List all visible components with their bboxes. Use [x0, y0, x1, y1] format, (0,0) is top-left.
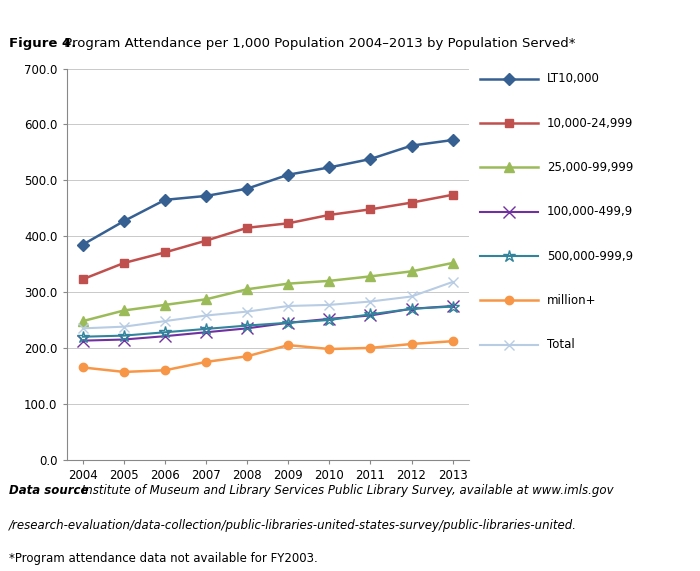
- 100,000-499,9: [120, 336, 128, 343]
- Line: 10,000-24,999: 10,000-24,999: [79, 191, 456, 283]
- 100,000-499,9: [202, 329, 210, 336]
- Total: [202, 312, 210, 319]
- 500,000-999,9: [243, 322, 251, 329]
- Text: Figure 4.: Figure 4.: [9, 37, 76, 50]
- million+: [284, 341, 293, 348]
- 25,000-99,999: [120, 307, 128, 314]
- LT10,000: [407, 142, 416, 149]
- million+: [120, 368, 128, 375]
- 100,000-499,9: [366, 312, 375, 319]
- 10,000-24,999: [284, 220, 293, 227]
- 10,000-24,999: [120, 260, 128, 267]
- Total: [407, 293, 416, 300]
- LT10,000: [284, 171, 293, 178]
- 500,000-999,9: [120, 332, 128, 339]
- 500,000-999,9: [284, 319, 293, 326]
- 100,000-499,9: [284, 319, 293, 326]
- LT10,000: [202, 192, 210, 199]
- million+: [449, 338, 457, 345]
- 10,000-24,999: [202, 237, 210, 244]
- 10,000-24,999: [366, 206, 375, 213]
- Line: 500,000-999,9: 500,000-999,9: [77, 300, 458, 343]
- Text: 500,000-999,9: 500,000-999,9: [547, 250, 633, 263]
- 500,000-999,9: [161, 329, 169, 336]
- 25,000-99,999: [78, 317, 87, 324]
- 25,000-99,999: [243, 286, 251, 293]
- 100,000-499,9: [449, 303, 457, 309]
- Total: [326, 301, 334, 308]
- Text: million+: million+: [547, 294, 596, 307]
- 10,000-24,999: [161, 249, 169, 256]
- LT10,000: [366, 156, 375, 163]
- Total: [243, 308, 251, 315]
- 25,000-99,999: [326, 278, 334, 284]
- Total: [366, 298, 375, 305]
- Line: million+: million+: [79, 337, 456, 376]
- million+: [407, 340, 416, 347]
- 25,000-99,999: [284, 280, 293, 287]
- million+: [326, 345, 334, 352]
- 100,000-499,9: [78, 337, 87, 344]
- LT10,000: [120, 218, 128, 224]
- 10,000-24,999: [449, 191, 457, 198]
- LT10,000: [78, 241, 87, 248]
- million+: [161, 367, 169, 373]
- Text: LT10,000: LT10,000: [547, 73, 600, 85]
- 25,000-99,999: [202, 296, 210, 303]
- million+: [366, 344, 375, 351]
- Total: [284, 303, 293, 309]
- 500,000-999,9: [78, 333, 87, 340]
- 25,000-99,999: [407, 268, 416, 275]
- Text: 10,000-24,999: 10,000-24,999: [547, 116, 633, 130]
- Text: : Institute of Museum and Library Services Public Library Survey, available at w: : Institute of Museum and Library Servic…: [74, 484, 613, 497]
- 500,000-999,9: [202, 325, 210, 332]
- million+: [202, 359, 210, 365]
- Total: [78, 325, 87, 332]
- 100,000-499,9: [326, 315, 334, 322]
- Text: 25,000-99,999: 25,000-99,999: [547, 161, 633, 174]
- million+: [243, 353, 251, 360]
- Total: [120, 323, 128, 330]
- 10,000-24,999: [407, 199, 416, 206]
- 500,000-999,9: [449, 303, 457, 310]
- 100,000-499,9: [407, 305, 416, 312]
- LT10,000: [161, 196, 169, 203]
- million+: [78, 364, 87, 371]
- Line: Total: Total: [78, 277, 457, 333]
- Line: LT10,000: LT10,000: [79, 136, 456, 249]
- Text: *Program attendance data not available for FY2003.: *Program attendance data not available f…: [9, 552, 318, 565]
- 100,000-499,9: [161, 333, 169, 340]
- 500,000-999,9: [366, 311, 375, 318]
- LT10,000: [243, 185, 251, 192]
- Text: Program Attendance per 1,000 Population 2004–2013 by Population Served*: Program Attendance per 1,000 Population …: [60, 37, 575, 50]
- Text: Data source: Data source: [9, 484, 89, 497]
- Line: 25,000-99,999: 25,000-99,999: [78, 258, 457, 326]
- 25,000-99,999: [366, 273, 375, 280]
- Total: [449, 279, 457, 286]
- 10,000-24,999: [326, 211, 334, 218]
- Text: Total: Total: [547, 338, 575, 351]
- Text: /research-evaluation/data-collection/public-libraries-united-states-survey/publi: /research-evaluation/data-collection/pub…: [9, 519, 577, 532]
- Text: 100,000-499,9: 100,000-499,9: [547, 205, 633, 218]
- 500,000-999,9: [407, 305, 416, 312]
- LT10,000: [326, 164, 334, 171]
- 100,000-499,9: [243, 325, 251, 332]
- LT10,000: [449, 136, 457, 143]
- 10,000-24,999: [243, 224, 251, 231]
- Line: 100,000-499,9: 100,000-499,9: [78, 300, 458, 346]
- 25,000-99,999: [449, 260, 457, 267]
- 10,000-24,999: [78, 276, 87, 283]
- 25,000-99,999: [161, 301, 169, 308]
- 500,000-999,9: [326, 316, 334, 323]
- Total: [161, 317, 169, 324]
